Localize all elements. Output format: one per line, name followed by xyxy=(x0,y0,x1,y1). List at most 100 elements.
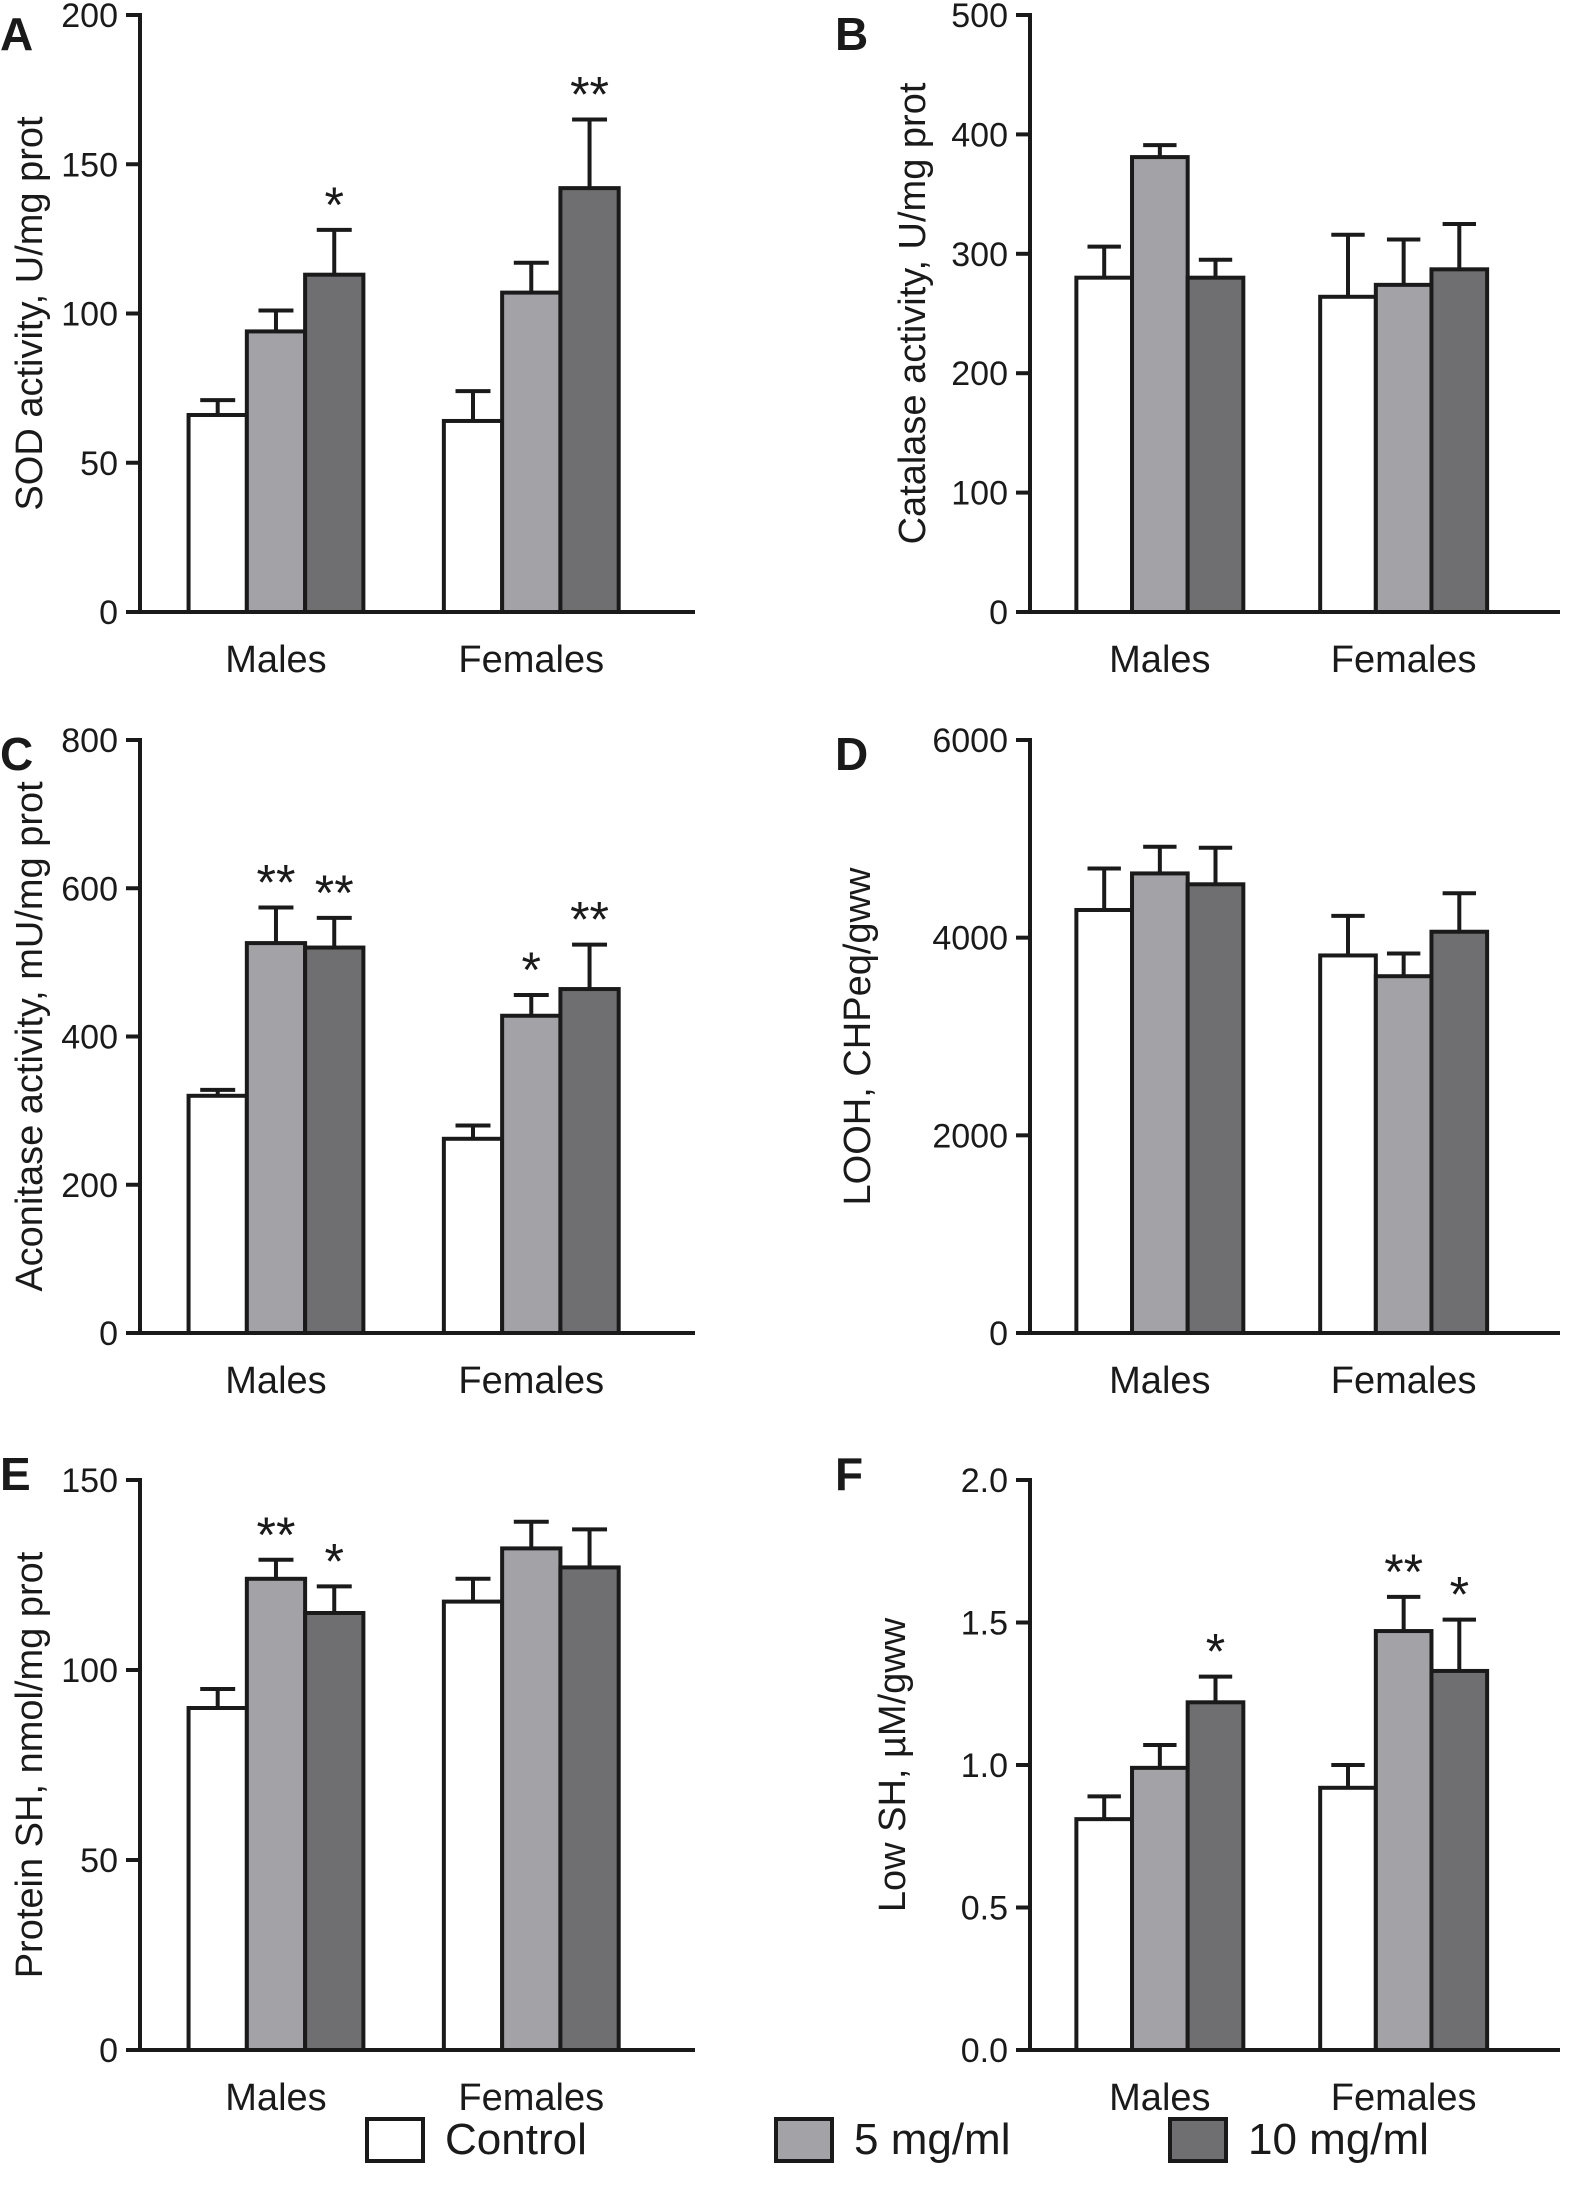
y-tick-label: 0 xyxy=(99,594,118,632)
bar-10mgml xyxy=(558,186,621,614)
bar-control xyxy=(1318,294,1378,614)
y-tick-label: 2.0 xyxy=(961,1462,1008,1500)
significance-mark: ** xyxy=(570,892,609,948)
y-tick-label: 800 xyxy=(61,722,118,760)
bar-10mgml xyxy=(1429,929,1490,1336)
legend-label-5mg: 5 mg/ml xyxy=(854,2115,1011,2164)
x-tick-label: Females xyxy=(1331,1360,1477,1402)
bar-control xyxy=(1074,1817,1135,2053)
panel-label: C xyxy=(0,728,33,780)
panel-label: F xyxy=(835,1448,863,1500)
bar-10mgml xyxy=(1429,267,1490,614)
x-tick-label: Males xyxy=(225,639,326,681)
y-tick-label: 0 xyxy=(989,1315,1008,1353)
y-tick-label: 100 xyxy=(61,1652,118,1690)
y-tick-label: 0.0 xyxy=(961,2032,1008,2070)
y-tick-label: 150 xyxy=(61,146,118,184)
bar-10mgml xyxy=(303,945,366,1335)
panel-b: B Catalase activity, U/mg prot 0 100 200 300 4… xyxy=(835,0,1560,681)
bar-10mgml xyxy=(1185,882,1246,1336)
panel-label: A xyxy=(0,8,33,60)
bar-10mgml xyxy=(558,987,621,1335)
x-tick-label: Females xyxy=(1331,2077,1477,2119)
legend-label-control: Control xyxy=(445,2115,587,2164)
bar-10mgml xyxy=(303,272,366,614)
y-tick-label: 400 xyxy=(61,1019,118,1057)
y-axis-label: SOD activity, U/mg prot xyxy=(9,116,51,511)
legend: Control 5 mg/ml 10 mg/ml xyxy=(0,2100,1591,2180)
y-tick-label: 50 xyxy=(80,445,118,483)
bar-5mgml xyxy=(244,1576,308,2053)
y-tick-label: 0 xyxy=(99,2032,118,2070)
bar-control xyxy=(1074,907,1135,1335)
x-tick-label: Males xyxy=(225,1360,326,1402)
y-tick-label: 1.0 xyxy=(961,1747,1008,1785)
y-tick-label: 100 xyxy=(61,296,118,334)
x-tick-label: Males xyxy=(1109,639,1210,681)
bar-5mgml xyxy=(1130,1765,1190,2052)
significance-mark: * xyxy=(1206,1624,1225,1680)
significance-mark: ** xyxy=(257,1507,296,1563)
bar-5mgml xyxy=(500,290,563,614)
x-tick-label: Females xyxy=(458,2077,604,2119)
panel-label: D xyxy=(835,728,868,780)
y-tick-label: 600 xyxy=(61,870,118,908)
bar-10mgml xyxy=(558,1565,621,2053)
bar-5mgml xyxy=(500,1546,563,2053)
bar-control xyxy=(1318,1785,1378,2053)
legend-swatch-10mg xyxy=(1168,2117,1228,2163)
panel-f: F Low SH, µM/gww 0.0 0.5 1.0 1.5 2.0 Males * Fema… xyxy=(835,1448,1560,2119)
bar-10mgml xyxy=(1185,1700,1246,2053)
y-axis-label: Aconitase activity, mU/mg prot xyxy=(9,781,51,1292)
bar-control xyxy=(186,1093,249,1336)
y-tick-label: 6000 xyxy=(932,722,1008,760)
y-tick-label: 0 xyxy=(989,594,1008,632)
y-tick-label: 4000 xyxy=(932,920,1008,958)
significance-mark: ** xyxy=(257,855,296,911)
bar-10mgml xyxy=(303,1611,366,2052)
panel-d: D LOOH, CHPeq/gww 0 2000 4000 6000 Males Female… xyxy=(835,722,1560,1402)
x-tick-label: Females xyxy=(458,639,604,681)
significance-mark: ** xyxy=(315,865,354,921)
y-tick-label: 200 xyxy=(61,0,118,35)
legend-label-10mg: 10 mg/ml xyxy=(1248,2115,1429,2164)
significance-mark: * xyxy=(325,1533,344,1589)
y-axis-label: Catalase activity, U/mg prot xyxy=(892,82,934,544)
significance-mark: * xyxy=(325,177,344,233)
y-axis-label: Protein SH, nmol/mg prot xyxy=(9,1551,51,1978)
x-tick-label: Females xyxy=(1331,639,1477,681)
bar-5mgml xyxy=(1373,1629,1434,2053)
bar-control xyxy=(186,412,249,614)
panel-label: E xyxy=(0,1448,31,1500)
y-tick-label: 400 xyxy=(951,116,1008,154)
legend-item-10mg: 10 mg/ml xyxy=(1168,2100,1429,2180)
legend-swatch-control xyxy=(365,2117,425,2163)
bar-5mgml xyxy=(244,329,308,614)
bar-5mgml xyxy=(1373,974,1434,1335)
significance-mark: * xyxy=(522,942,541,998)
panel-a: A SOD activity, U/mg prot 0 50 100 150 200 Male… xyxy=(0,0,695,681)
y-tick-label: 200 xyxy=(951,355,1008,393)
y-tick-label: 0.5 xyxy=(961,1890,1008,1928)
significance-mark: * xyxy=(1450,1567,1469,1623)
bar-control xyxy=(441,418,505,614)
bar-5mgml xyxy=(1130,871,1190,1335)
bar-5mgml xyxy=(1373,282,1434,614)
y-axis-label: LOOH, CHPeq/gww xyxy=(837,867,879,1205)
y-axis-label: Low SH, µM/gww xyxy=(872,1617,914,1912)
y-tick-label: 1.5 xyxy=(961,1605,1008,1643)
y-tick-label: 0 xyxy=(99,1315,118,1353)
bar-10mgml xyxy=(1429,1668,1490,2052)
y-tick-label: 300 xyxy=(951,236,1008,274)
bar-control xyxy=(441,1136,505,1335)
bar-control xyxy=(1318,953,1378,1335)
significance-mark: ** xyxy=(1384,1544,1423,1600)
x-tick-label: Males xyxy=(1109,1360,1210,1402)
x-tick-label: Males xyxy=(225,2077,326,2119)
panel-e: E Protein SH, nmol/mg prot 0 50 100 150 Males *… xyxy=(0,1448,695,2119)
bar-5mgml xyxy=(500,1013,563,1335)
x-tick-label: Females xyxy=(458,1360,604,1402)
panel-label: B xyxy=(835,8,868,60)
